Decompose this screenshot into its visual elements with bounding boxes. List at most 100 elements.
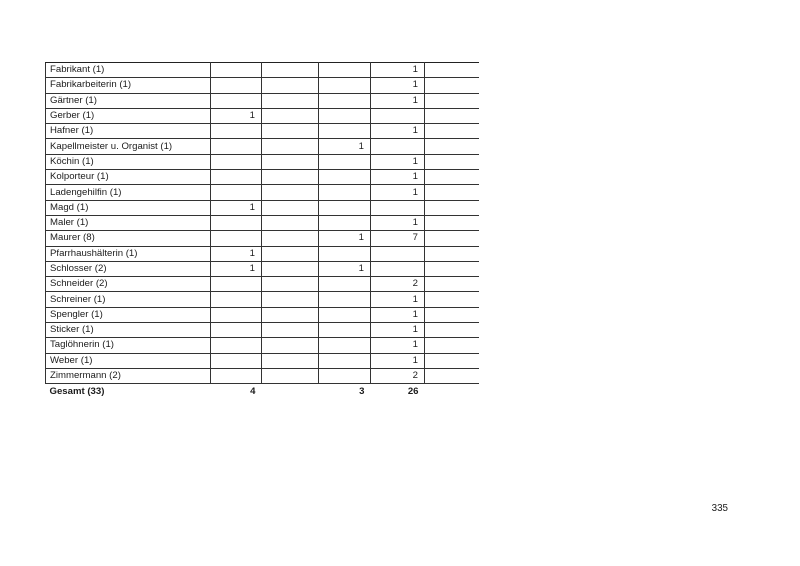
value-cell: [261, 77, 319, 94]
table-row: Pfarrhaushälterin (1) 1: [45, 245, 479, 262]
value-cell: 26: [407, 385, 419, 397]
value-cell: 1: [370, 123, 425, 140]
value-cell: [210, 367, 262, 385]
value-cell: [424, 291, 479, 308]
value-cell: [210, 306, 262, 324]
value-cell: [318, 92, 371, 109]
value-cell: [261, 260, 319, 278]
value-cell: 1: [210, 245, 262, 262]
table-row: Köchin (1) 1: [45, 153, 479, 171]
table-row: Weber (1) 1: [45, 352, 479, 369]
value-cell: [318, 153, 371, 171]
value-cell: [425, 384, 479, 400]
value-cell: [261, 184, 319, 201]
value-cell: [261, 214, 319, 232]
value-cell: 1: [370, 291, 425, 308]
row-label-cell: Pfarrhaushälterin (1): [45, 245, 211, 262]
value-cell: [210, 337, 262, 354]
value-cell: [318, 61, 371, 79]
value-cell: 1: [370, 153, 425, 171]
value-cell: [424, 107, 479, 125]
value-cell: [261, 138, 319, 155]
row-label-cell: Zimmermann (2): [45, 367, 211, 385]
value-cell: [424, 245, 479, 262]
value-cell: [261, 92, 319, 109]
occupation-table: Fabrikant (1) 1 Fabrikarbeiterin (1) 1 Gärtn…: [45, 61, 479, 400]
value-cell: [318, 107, 371, 125]
value-cell: [210, 352, 262, 369]
row-label-cell: Sticker (1): [45, 322, 211, 339]
value-cell: [318, 77, 371, 94]
table-row: Magd (1) 1: [45, 199, 479, 216]
row-label-cell: Hafner (1): [45, 123, 211, 140]
value-cell: [424, 77, 479, 94]
value-cell: [261, 107, 319, 125]
value-cell: 7: [370, 230, 425, 247]
value-cell: [261, 276, 319, 293]
value-cell: [262, 384, 319, 400]
value-cell: [210, 61, 262, 79]
value-cell: 1: [370, 352, 425, 369]
row-label-cell: Köchin (1): [45, 153, 211, 171]
value-cell: [318, 337, 371, 354]
value-cell: [261, 291, 319, 308]
value-cell: [210, 184, 262, 201]
value-cell: [424, 153, 479, 171]
table-row: Sticker (1) 1: [45, 322, 479, 339]
row-label-cell: Spengler (1): [45, 306, 211, 324]
table-row: Spengler (1) 1: [45, 306, 479, 324]
row-label-cell: Kapellmeister u. Organist (1): [45, 138, 211, 155]
value-cell: 1: [210, 107, 262, 125]
row-label-cell: Fabrikant (1): [45, 61, 211, 79]
value-cell: [424, 306, 479, 324]
value-cell: [261, 352, 319, 369]
value-cell: [318, 276, 371, 293]
value-cell: 2: [370, 367, 425, 385]
value-cell: 3: [359, 385, 365, 397]
table-row: Gärtner (1) 1: [45, 92, 479, 109]
row-label-cell: Schreiner (1): [45, 291, 211, 308]
value-cell: [210, 153, 262, 171]
value-cell: [370, 245, 425, 262]
value-cell: 1: [370, 77, 425, 94]
row-label-cell: Ladengehilfin (1): [45, 184, 211, 201]
value-cell: [261, 230, 319, 247]
value-cell: [261, 322, 319, 339]
value-cell: [210, 322, 262, 339]
value-cell: [424, 214, 479, 232]
value-cell: [424, 123, 479, 140]
value-cell: [210, 77, 262, 94]
table-row: Schreiner (1) 1: [45, 291, 479, 308]
value-cell: 1: [370, 306, 425, 324]
value-cell: [210, 276, 262, 293]
table-row: Fabrikarbeiterin (1) 1: [45, 77, 479, 94]
value-cell: [210, 214, 262, 232]
value-cell: [424, 92, 479, 109]
value-cell: [261, 306, 319, 324]
value-cell: [424, 61, 479, 79]
value-cell: [210, 138, 262, 155]
value-cell: [210, 169, 262, 186]
table-row: Schlosser (2) 1 1: [45, 260, 479, 278]
value-cell: [318, 199, 371, 216]
value-cell: [210, 230, 262, 247]
value-cell: [261, 199, 319, 216]
value-cell: [261, 169, 319, 186]
table-footer-row: Gesamt (33) 4 3 26: [46, 384, 479, 400]
page-number: 335: [711, 503, 728, 514]
value-cell: [318, 306, 371, 324]
value-cell: [261, 367, 319, 385]
value-cell: [424, 169, 479, 186]
value-cell: 1: [210, 260, 262, 278]
table-row: Ladengehilfin (1) 1: [45, 184, 479, 201]
value-cell: [424, 138, 479, 155]
row-label-cell: Taglöhnerin (1): [45, 337, 211, 354]
value-cell: [424, 230, 479, 247]
value-cell: [261, 245, 319, 262]
row-label-cell: Gerber (1): [45, 107, 211, 125]
value-cell: [318, 291, 371, 308]
row-label-cell: Weber (1): [45, 352, 211, 369]
value-cell: [424, 322, 479, 339]
row-label-cell: Schneider (2): [45, 276, 211, 293]
